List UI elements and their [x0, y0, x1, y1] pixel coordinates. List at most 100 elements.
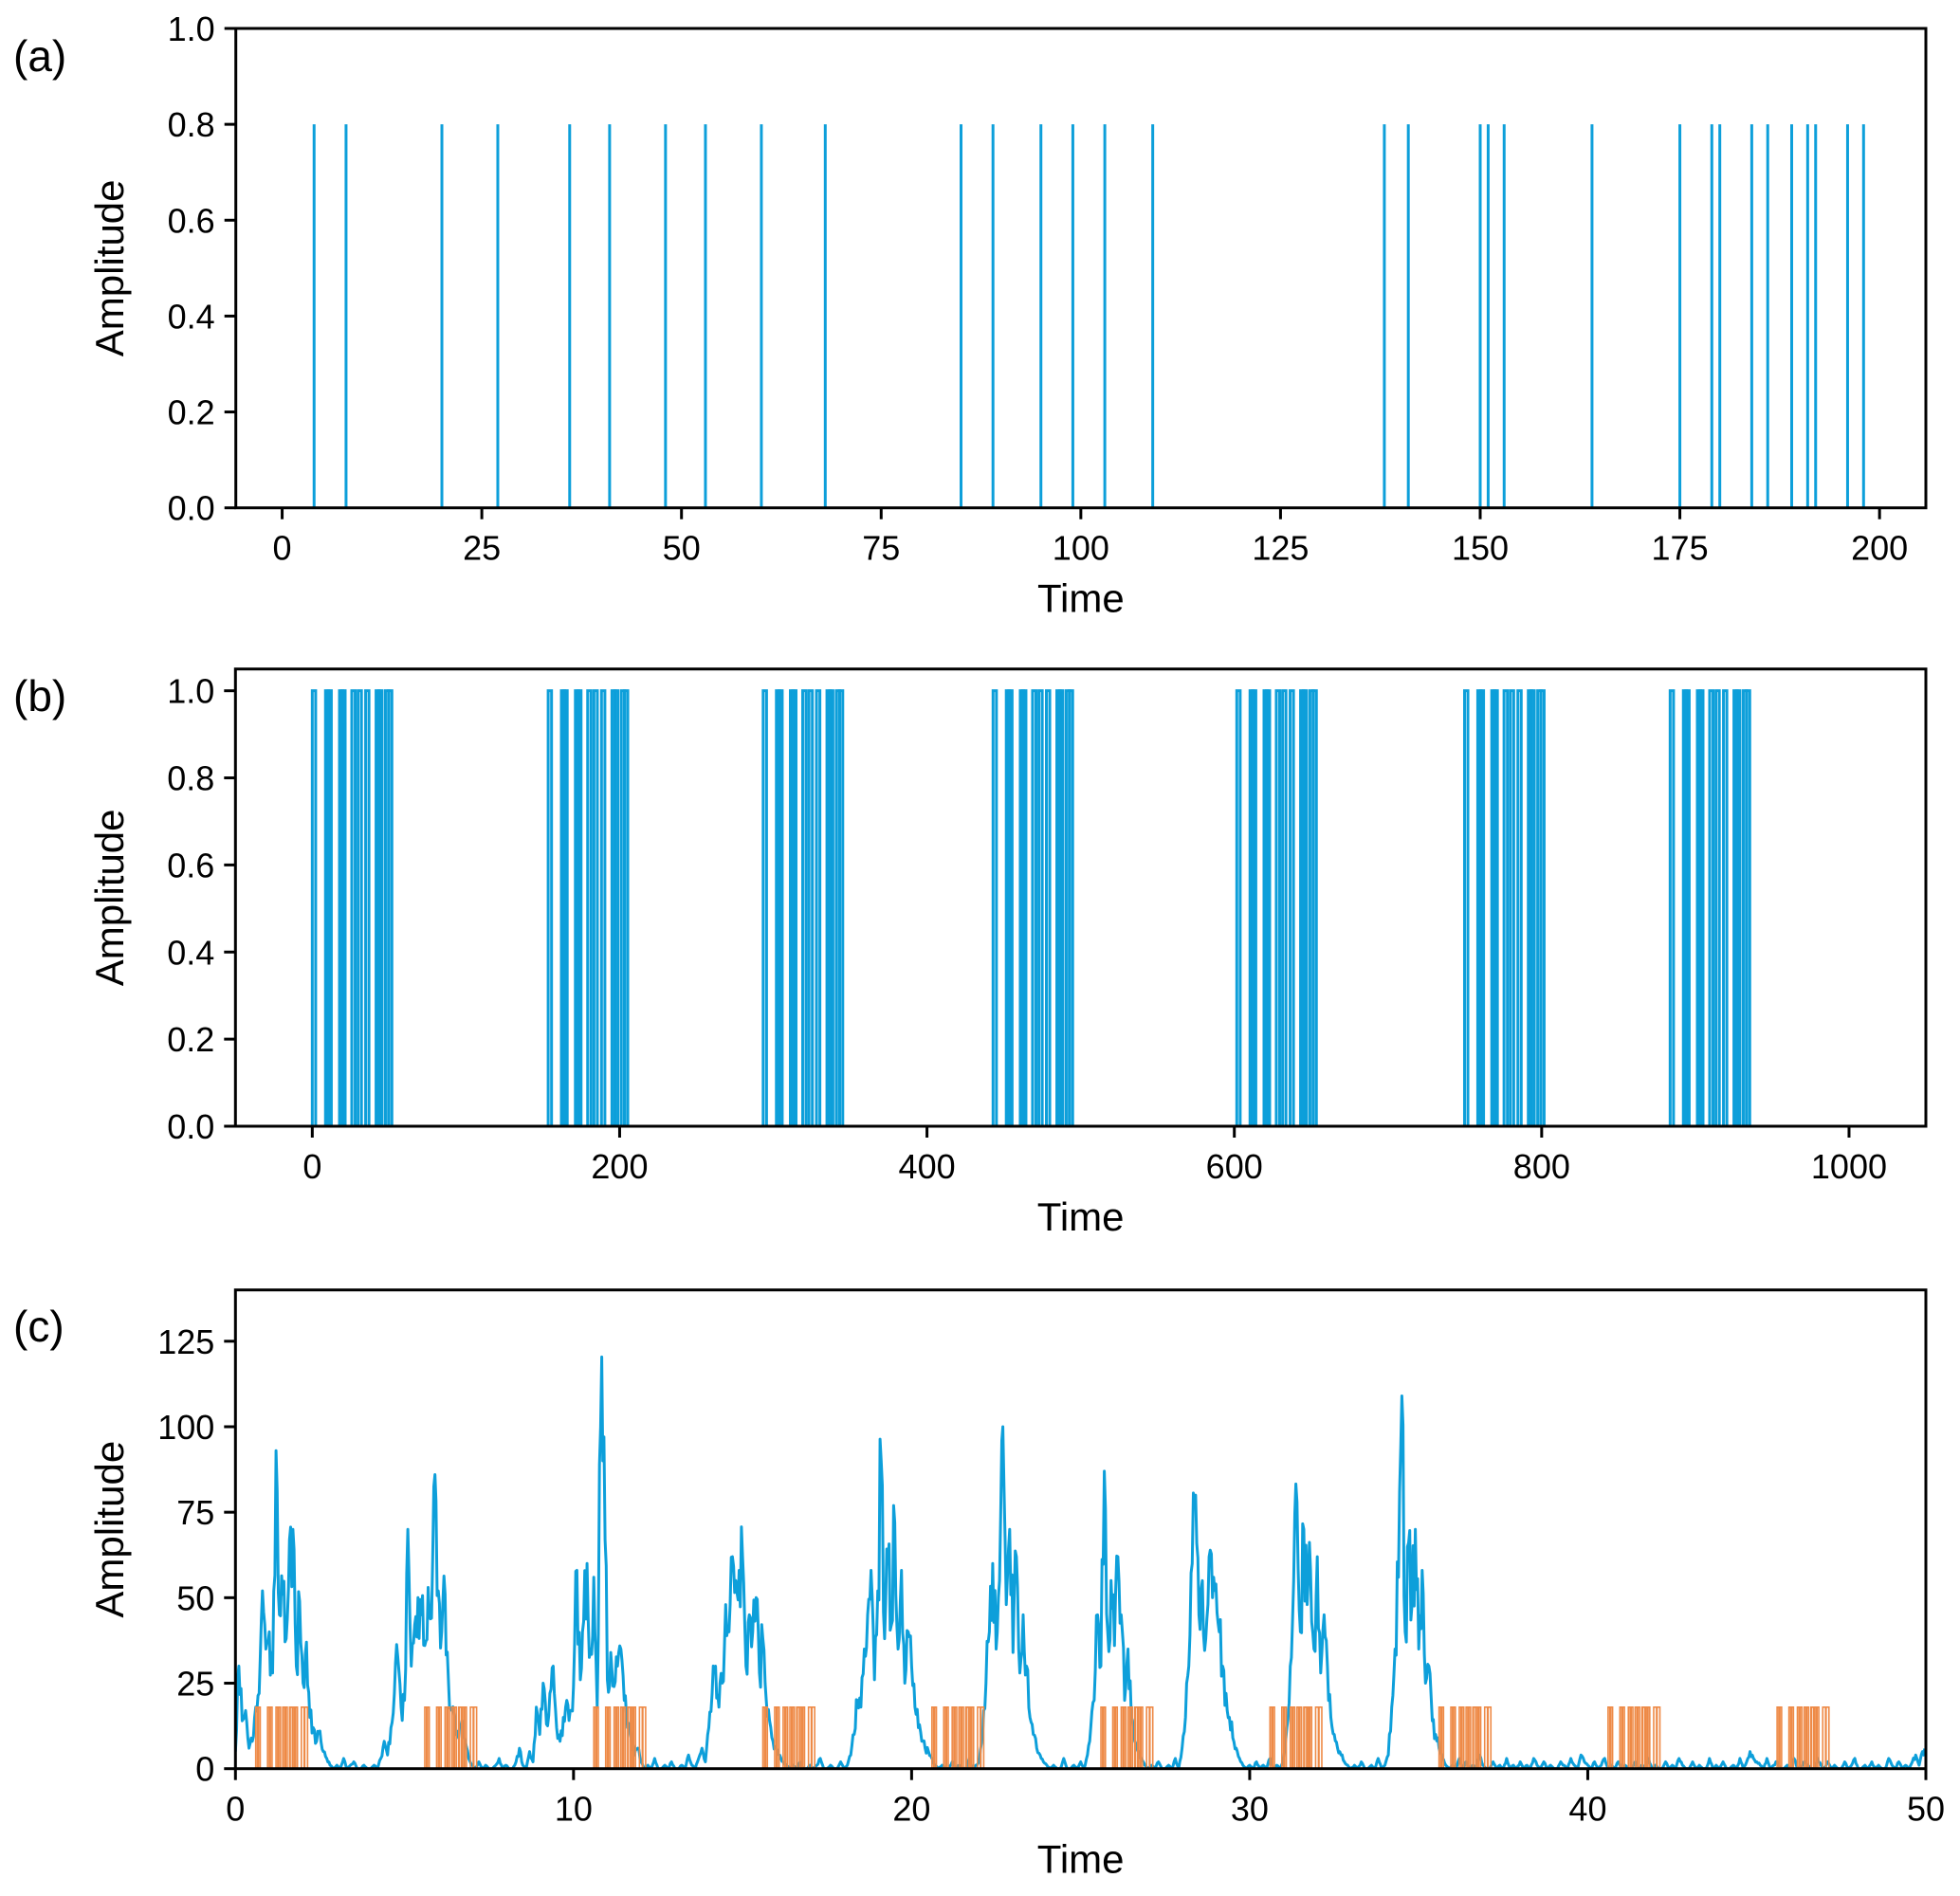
stimulus-pulse [284, 1705, 288, 1769]
stimulus-pulse [614, 1705, 620, 1769]
pulse [387, 689, 394, 1126]
pulse [1539, 689, 1546, 1126]
pulse [1516, 689, 1523, 1126]
stimulus-pulse [1653, 1705, 1658, 1769]
y-tick-label: 0.2 [167, 1020, 214, 1059]
stimulus-pulse [293, 1705, 299, 1769]
stimulus-pulse [301, 1705, 305, 1769]
y-axis-label: Amplitude [87, 1441, 132, 1618]
x-tick-label: 200 [591, 1147, 648, 1186]
y-axis-label: Amplitude [87, 809, 132, 986]
pulse [376, 689, 384, 1126]
panel-label: (a) [13, 31, 66, 81]
stimulus-pulse [632, 1705, 637, 1769]
pulse [1502, 689, 1510, 1126]
x-tick-label: 150 [1452, 529, 1509, 568]
stimulus-pulse [1798, 1705, 1804, 1769]
pulse [350, 689, 357, 1126]
x-tick-label: 75 [862, 529, 900, 568]
stimulus-pulse [1314, 1705, 1320, 1769]
stimulus-pulse [783, 1705, 789, 1769]
x-axis-label: Time [1037, 1837, 1125, 1882]
x-tick-label: 0 [302, 1147, 321, 1186]
pulse [837, 689, 845, 1126]
x-tick-label: 30 [1231, 1790, 1269, 1829]
stimulus-pulse [1459, 1705, 1465, 1769]
stimulus-pulse [800, 1705, 806, 1769]
y-tick-label: 50 [176, 1578, 214, 1617]
y-axis-label: Amplitude [87, 179, 132, 356]
pulse [586, 689, 593, 1126]
stimulus-pulse [472, 1705, 478, 1769]
stimulus-pulse [1467, 1705, 1472, 1769]
stimulus-pulse [425, 1705, 430, 1769]
pulse [828, 689, 834, 1126]
pulse [1478, 689, 1486, 1126]
stimulus-pulse [1608, 1705, 1614, 1769]
stimulus-pulse [953, 1705, 958, 1769]
pulse [622, 689, 630, 1126]
axes-frame [234, 27, 1928, 510]
y-tick-label: 1.0 [167, 672, 214, 711]
stimulus-pulse [595, 1705, 599, 1769]
stimulus-pulse [463, 1705, 467, 1769]
stimulus-pulse [1148, 1705, 1154, 1769]
stimulus-pulse [980, 1705, 985, 1769]
pulse [1007, 689, 1014, 1126]
pulse [1289, 689, 1295, 1126]
y-tick-label: 125 [157, 1322, 214, 1361]
pulse [1714, 689, 1721, 1126]
y-tick-label: 0.0 [168, 489, 215, 528]
stimulus-pulse [932, 1705, 938, 1769]
stimulus-pulse [1621, 1705, 1625, 1769]
x-tick-label: 1000 [1811, 1147, 1887, 1186]
y-tick-label: 100 [157, 1408, 214, 1447]
y-tick-label: 0.4 [167, 933, 214, 972]
pulse [326, 689, 333, 1126]
pulse [576, 689, 583, 1126]
pulse [800, 689, 808, 1126]
stimulus-pulse [452, 1705, 458, 1769]
pulse [1734, 689, 1742, 1126]
response-line [235, 1355, 1926, 1769]
stimulus-pulse [1122, 1705, 1127, 1769]
pulse [991, 689, 998, 1126]
pulse [815, 689, 822, 1126]
stimulus-pulse [1815, 1705, 1820, 1769]
y-tick-label: 0.2 [168, 393, 215, 432]
pulse [1264, 689, 1272, 1126]
pulse [761, 689, 768, 1126]
x-tick-label: 100 [1053, 529, 1109, 568]
x-tick-label: 0 [226, 1790, 245, 1829]
x-axis-label: Time [1037, 1194, 1125, 1239]
stimulus-pulse [469, 1705, 474, 1769]
pulse [339, 689, 347, 1126]
pulse [807, 689, 815, 1126]
x-tick-label: 20 [892, 1790, 930, 1829]
stimulus-pulse [303, 1705, 309, 1769]
stimulus-pulse [1291, 1705, 1296, 1769]
stimulus-pulse [606, 1705, 612, 1769]
panel-c: 0 10 20 30 40 50 0 25 50 75 100 125 Time Amplitude (c) [13, 1288, 1945, 1882]
y-tick-label: 1.0 [168, 9, 215, 48]
stimulus-pulse [1102, 1705, 1107, 1769]
y-tick-label: 0.6 [167, 846, 214, 884]
pulse [1301, 689, 1309, 1126]
plot-area [235, 1355, 1926, 1769]
stimulus-pulse [1282, 1705, 1288, 1769]
pulse [1697, 689, 1705, 1126]
x-tick-label: 600 [1206, 1147, 1263, 1186]
stimulus-pulse [642, 1705, 647, 1769]
y-tick-label: 0 [195, 1750, 214, 1789]
plot-area [312, 124, 1865, 508]
x-tick-label: 175 [1652, 529, 1709, 568]
pulse [1057, 689, 1065, 1126]
stimulus-pulse [1476, 1705, 1482, 1769]
pulse [1493, 689, 1499, 1126]
y-tick-label: 0.4 [168, 297, 215, 336]
pulse [1235, 689, 1242, 1126]
stimulus-pulse [1629, 1705, 1634, 1769]
x-tick-label: 40 [1568, 1790, 1606, 1829]
stimulus-pulse [1297, 1705, 1303, 1769]
